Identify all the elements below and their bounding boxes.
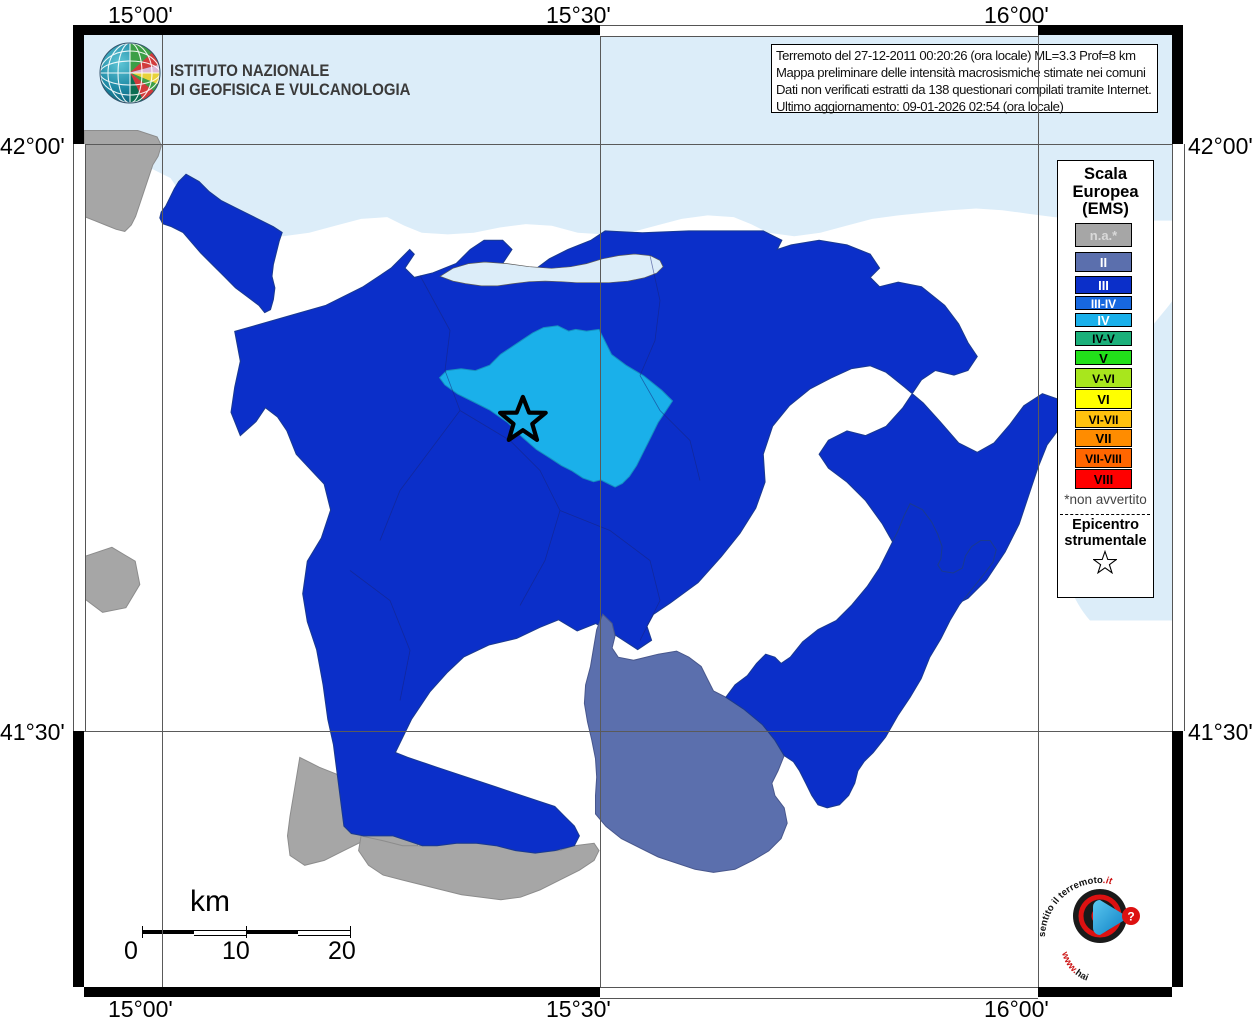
svg-text:?: ? bbox=[1127, 910, 1134, 924]
